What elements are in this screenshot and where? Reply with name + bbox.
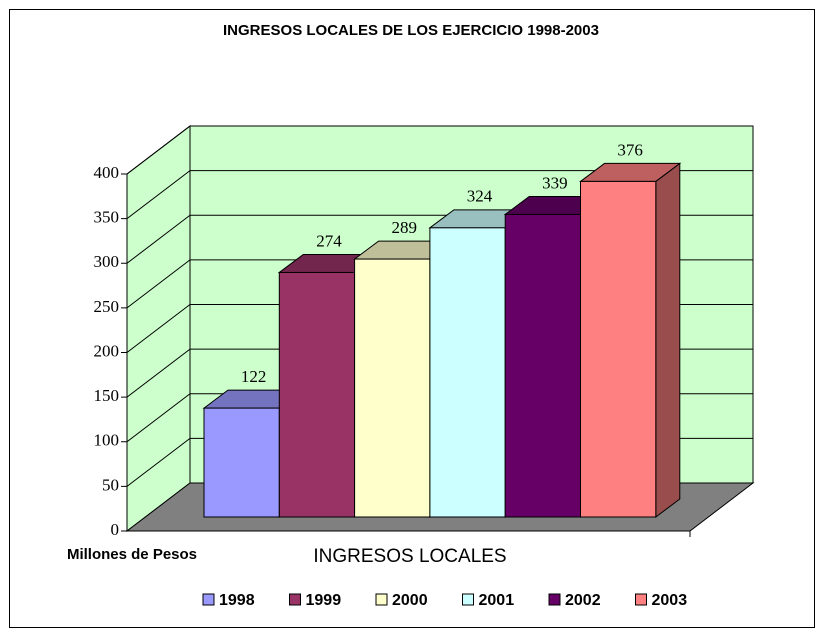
y-tick-label: 200 [94,341,120,360]
grid-line [126,125,191,175]
legend-swatch [548,593,561,606]
bar [278,271,356,518]
legend-label: 1998 [219,592,255,609]
y-tick-label: 50 [102,475,119,494]
chart-title: INGRESOS LOCALES DE LOS EJERCICIO 1998-2… [223,22,599,39]
grid-line [126,259,191,309]
legend-swatch [635,593,647,606]
bar-side [655,162,681,518]
legend-swatch [289,593,301,606]
grid-line [126,304,191,353]
bar [504,213,582,518]
y-tick-label: 250 [94,297,120,316]
grid-line [126,348,191,398]
legend-swatch [202,593,215,606]
grid-line [126,393,191,443]
legend-label: 2001 [479,592,515,609]
y-axis-label: Millones de Pesos [67,546,197,563]
data-label: 122 [241,367,267,386]
data-label: 324 [467,187,493,206]
legend-label: 2000 [392,592,428,609]
y-tick-label: 0 [111,520,120,539]
y-tick-label: 300 [94,252,120,271]
bar [354,258,431,518]
legend-swatch [462,593,474,606]
legend-label: 1999 [306,592,342,609]
legend-swatch [375,593,388,606]
data-label: 274 [316,231,342,250]
data-label: 339 [542,173,568,192]
bar [203,407,280,518]
grid-line [126,170,191,220]
grid-line [126,437,191,487]
grid-line [126,214,191,264]
legend-label: 2003 [652,592,688,609]
y-tick-label: 350 [94,208,120,227]
y-tick-label: 100 [94,431,120,450]
y-tick-label: 400 [94,163,120,182]
bar [429,227,506,518]
legend-label: 2002 [565,592,601,609]
y-tick-label: 150 [94,386,120,405]
data-label: 376 [617,140,643,159]
bar [580,180,657,518]
x-tick-label: INGRESOS LOCALES [313,546,506,567]
data-label: 289 [392,218,418,237]
